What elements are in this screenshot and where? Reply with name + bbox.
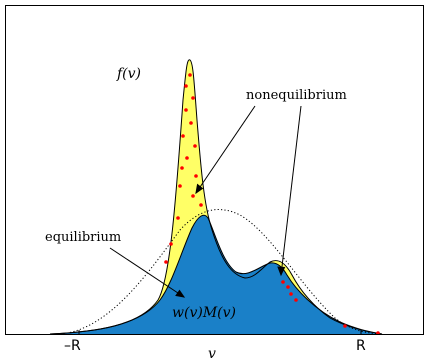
particle <box>281 280 285 284</box>
particle <box>185 156 189 160</box>
particle <box>184 84 188 88</box>
arrowhead <box>195 183 204 195</box>
particle <box>189 121 193 125</box>
wm-label: w(v)M(v) <box>172 305 236 321</box>
f-label: f(v) <box>116 66 141 82</box>
particle <box>289 292 293 296</box>
nonequilibrium-label: nonequilibrium <box>246 88 347 103</box>
f-curve <box>49 59 383 335</box>
arrowhead <box>277 266 286 277</box>
particle <box>191 194 195 198</box>
equilibrium-label: equilibrium <box>45 230 121 245</box>
particle <box>199 203 203 207</box>
annotation-arrows <box>109 105 302 298</box>
equilibrium-arrow <box>109 247 185 298</box>
particle <box>188 73 192 77</box>
particle <box>169 242 173 246</box>
particle <box>376 331 380 335</box>
particle <box>164 260 168 264</box>
particle <box>176 216 180 220</box>
particle <box>191 96 195 100</box>
particle <box>194 174 198 178</box>
particle <box>286 285 290 289</box>
particle <box>180 166 184 170</box>
particle <box>294 298 298 302</box>
equilibrium-region <box>50 215 382 334</box>
particle <box>193 144 197 148</box>
wm-curve <box>49 214 383 335</box>
nonequilibrium-arrow-right <box>280 105 302 276</box>
particle <box>184 108 188 112</box>
x-axis-label: v <box>208 346 216 361</box>
tick-label-right: R <box>356 338 366 354</box>
arrowhead <box>175 289 186 298</box>
nonequilibrium-arrow-left <box>195 105 256 194</box>
particle <box>343 324 347 328</box>
particles <box>164 73 380 335</box>
tick-label-left: –R <box>64 338 81 354</box>
particle <box>181 134 185 138</box>
particle <box>178 184 182 188</box>
maxwellian-dotted-curve <box>59 209 381 335</box>
